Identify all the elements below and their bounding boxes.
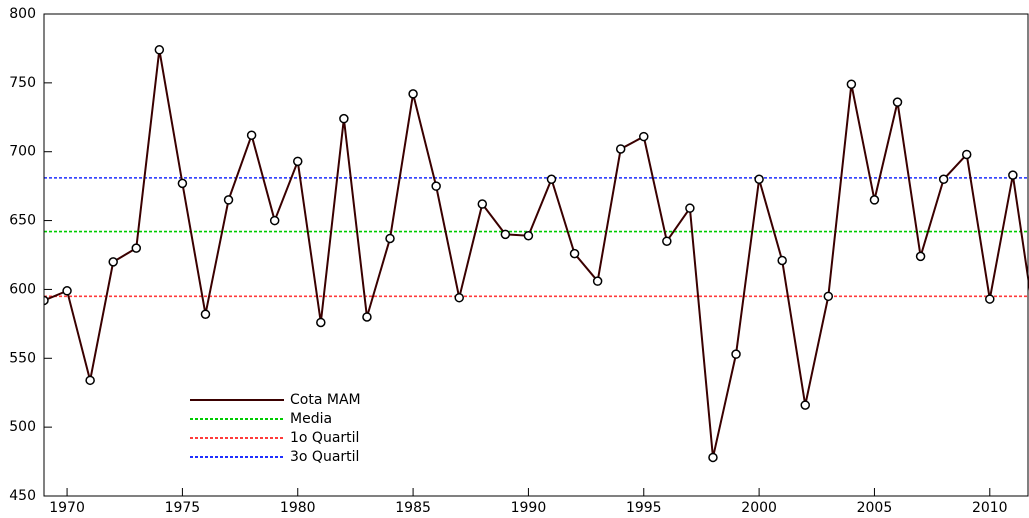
- legend-label: Cota MAM: [290, 392, 361, 408]
- data-point: [523, 230, 534, 241]
- y-tick-label: 550: [9, 350, 36, 366]
- data-point: [316, 317, 326, 328]
- series-line: [44, 49, 1029, 458]
- data-point: [639, 131, 649, 142]
- y-tick-label: 450: [9, 488, 36, 504]
- data-point: [615, 144, 626, 154]
- y-tick-label: 750: [9, 75, 36, 91]
- data-point: [892, 97, 903, 107]
- data-point: [85, 375, 95, 386]
- data-point: [131, 243, 142, 253]
- plot-area: [44, 45, 1029, 463]
- data-point: [754, 174, 764, 185]
- data-point: [961, 149, 972, 160]
- legend-label: Media: [290, 411, 332, 427]
- data-point: [685, 203, 695, 213]
- data-point: [385, 233, 395, 244]
- data-point: [592, 276, 603, 286]
- data-point: [177, 178, 188, 189]
- data-point: [62, 286, 72, 296]
- data-point: [915, 251, 926, 262]
- y-tick-label: 600: [9, 281, 36, 297]
- x-tick-label: 1970: [49, 500, 85, 516]
- y-tick-label: 500: [9, 419, 36, 435]
- data-point: [662, 236, 672, 246]
- y-tick-label: 700: [9, 144, 36, 160]
- data-point: [108, 257, 118, 267]
- data-point: [777, 255, 787, 266]
- frame: [43, 13, 1029, 497]
- legend-label: 1o Quartil: [290, 430, 359, 446]
- data-point: [339, 113, 349, 124]
- data-point: [431, 181, 441, 191]
- data-point: [569, 248, 580, 259]
- data-point: [154, 45, 165, 55]
- x-tick-label: 2000: [741, 500, 777, 516]
- y-tick-label: 650: [9, 213, 36, 229]
- data-point: [800, 400, 810, 410]
- data-point: [846, 79, 857, 89]
- x-tick-label: 2005: [857, 500, 893, 516]
- x-tick-label: 1975: [165, 500, 201, 516]
- x-tick-label: 1980: [280, 500, 316, 516]
- data-point: [500, 229, 511, 240]
- data-point: [246, 130, 257, 140]
- data-point: [869, 195, 880, 205]
- data-point: [269, 215, 280, 226]
- data-point: [938, 174, 949, 185]
- data-point: [408, 89, 418, 99]
- data-point: [546, 174, 557, 185]
- data-point: [44, 295, 49, 306]
- data-point: [223, 195, 234, 205]
- data-point: [1008, 170, 1018, 180]
- y-tick-label: 800: [9, 6, 36, 22]
- data-point: [823, 291, 834, 302]
- legend-label: 3o Quartil: [290, 449, 359, 465]
- data-point: [708, 452, 718, 463]
- x-tick-label: 2010: [972, 500, 1008, 516]
- data-point: [454, 292, 464, 303]
- data-point: [200, 309, 211, 319]
- data-point: [292, 156, 303, 167]
- x-tick-label: 1985: [395, 500, 431, 516]
- x-tick-label: 1990: [511, 500, 547, 516]
- data-point: [731, 349, 741, 359]
- data-point: [477, 199, 488, 209]
- data-point: [362, 312, 372, 322]
- x-tick-label: 1995: [626, 500, 662, 516]
- data-point: [985, 294, 995, 304]
